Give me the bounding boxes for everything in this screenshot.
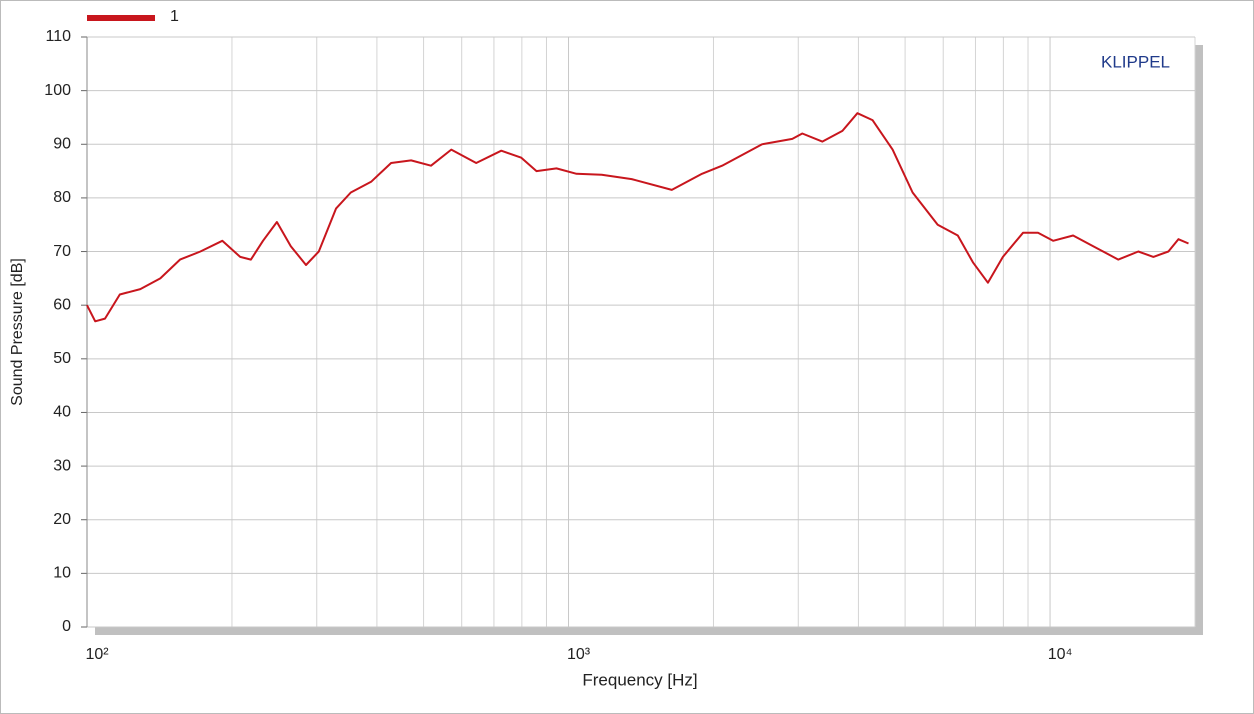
x-tick-label: 10² — [85, 646, 109, 663]
y-tick-label: 20 — [53, 511, 71, 528]
y-axis-label: Sound Pressure [dB] — [9, 258, 26, 406]
y-tick-label: 10 — [53, 565, 71, 582]
y-tick-label: 0 — [62, 618, 71, 635]
legend-label: 1 — [170, 8, 179, 25]
y-tick-label: 70 — [53, 243, 71, 260]
y-tick-label: 60 — [53, 296, 71, 313]
y-tick-label: 50 — [53, 350, 71, 367]
plot-area — [87, 37, 1195, 627]
y-tick-label: 80 — [53, 189, 71, 206]
x-tick-label: 10³ — [567, 646, 591, 663]
y-tick-label: 90 — [53, 135, 71, 152]
y-tick-label: 30 — [53, 457, 71, 474]
y-tick-label: 40 — [53, 404, 71, 421]
y-tick-label: 100 — [44, 82, 71, 99]
x-tick-label: 10⁴ — [1048, 646, 1073, 663]
brand: KLIPPEL — [1101, 52, 1170, 71]
x-axis-label: Frequency [Hz] — [582, 670, 697, 689]
data-line — [86, 112, 1189, 323]
y-tick-label: 110 — [45, 28, 71, 45]
